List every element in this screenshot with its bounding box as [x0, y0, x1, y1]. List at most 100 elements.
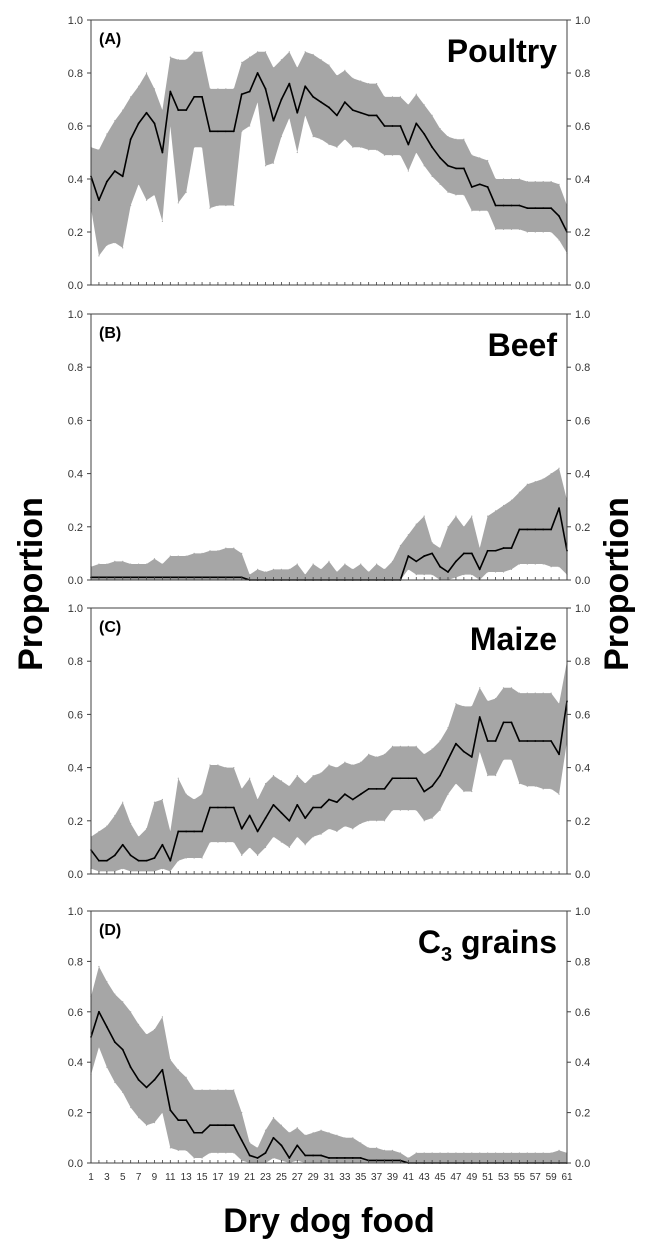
- upper-point: [510, 1152, 513, 1154]
- mean-point: [209, 806, 211, 809]
- y-tick-label-right: 1.0: [575, 15, 590, 27]
- mean-point: [264, 817, 267, 820]
- lower-point: [502, 228, 505, 230]
- upper-point: [106, 980, 108, 983]
- mean-point: [367, 114, 370, 117]
- upper-point: [558, 703, 560, 705]
- mean-point: [558, 507, 560, 510]
- upper-point: [114, 120, 116, 122]
- panel-2: 0.0 0.0 0.2 0.2 0.4 0.4 0.6 0.6 0.8 0.8 1.0 1.0 (B) B…: [68, 309, 591, 587]
- upper-point: [550, 1152, 552, 1154]
- mean-point: [224, 806, 227, 809]
- mean-point: [256, 72, 259, 74]
- lower-point: [296, 151, 298, 154]
- upper-point: [249, 56, 251, 58]
- upper-point: [383, 568, 386, 570]
- y-tick-label-right: 0.2: [575, 227, 590, 239]
- y-tick-label-right: 0.0: [575, 280, 590, 292]
- x-tick-label: 61: [561, 1172, 573, 1183]
- mean-point: [121, 843, 124, 846]
- y-tick-label-left: 0.4: [68, 1057, 83, 1069]
- mean-point: [359, 1157, 362, 1159]
- lower-point: [376, 820, 378, 822]
- mean-point: [462, 750, 465, 753]
- mean-point: [558, 215, 560, 218]
- lower-point: [280, 841, 282, 843]
- y-tick-label-left: 1.0: [68, 603, 83, 615]
- lower-point: [328, 143, 330, 146]
- y-tick-label-left: 0.8: [68, 656, 83, 668]
- panel-title-rest: grains: [452, 924, 557, 960]
- mean-point: [217, 1124, 219, 1127]
- upper-point: [487, 159, 489, 162]
- x-tick-label: 49: [466, 1172, 478, 1183]
- lower-point: [487, 571, 489, 573]
- mean-point: [343, 101, 346, 104]
- y-tick-label-right: 0.4: [575, 469, 590, 481]
- x-tick-label: 27: [292, 1172, 304, 1183]
- mean-point: [177, 830, 180, 833]
- x-tick-label: 41: [403, 1172, 415, 1183]
- mean-point: [383, 125, 386, 127]
- mean-point: [113, 170, 116, 172]
- upper-point: [106, 563, 108, 565]
- lower-point: [336, 830, 338, 833]
- y-tick-label-right: 0.6: [575, 121, 590, 133]
- lower-point: [487, 210, 489, 212]
- lower-point: [272, 162, 275, 164]
- mean-point: [518, 740, 521, 742]
- panel-title: Poultry: [447, 33, 557, 69]
- lower-point: [122, 1091, 124, 1094]
- mean-point: [447, 758, 449, 761]
- x-tick-label: 59: [546, 1172, 558, 1183]
- upper-point: [502, 178, 505, 180]
- upper-point: [463, 138, 465, 140]
- lower-point: [233, 841, 235, 843]
- x-tick-label: 25: [276, 1172, 288, 1183]
- mean-point: [296, 1144, 299, 1147]
- lower-point: [542, 788, 544, 790]
- mean-point: [328, 1157, 330, 1159]
- upper-point: [225, 1089, 227, 1091]
- upper-point: [257, 798, 259, 801]
- upper-point: [344, 563, 346, 565]
- upper-point: [407, 104, 409, 106]
- y-tick-label-right: 0.6: [575, 415, 590, 427]
- mean-point: [232, 130, 235, 133]
- lower-point: [463, 574, 465, 576]
- upper-point: [257, 568, 259, 570]
- upper-point: [201, 51, 203, 53]
- mean-point: [145, 1086, 148, 1089]
- y-tick-label-right: 1.0: [575, 603, 590, 615]
- y-tick-label-left: 0.0: [68, 280, 83, 292]
- upper-point: [233, 88, 235, 90]
- mean-point: [407, 777, 410, 780]
- mean-point: [439, 774, 441, 777]
- upper-point: [241, 1112, 243, 1114]
- upper-point: [217, 1089, 219, 1091]
- mean-point: [534, 528, 537, 531]
- upper-point: [518, 178, 521, 180]
- upper-point: [368, 83, 370, 85]
- upper-point: [439, 128, 441, 130]
- mean-point: [312, 95, 315, 98]
- y-tick-label-right: 0.6: [575, 709, 590, 721]
- mean-point: [455, 742, 457, 745]
- y-tick-label-right: 0.4: [575, 763, 590, 775]
- lower-point: [209, 841, 211, 843]
- lower-point: [407, 809, 409, 811]
- upper-point: [130, 822, 132, 825]
- mean-point: [185, 830, 188, 833]
- mean-point: [351, 798, 354, 801]
- y-tick-label-left: 0.2: [68, 227, 83, 239]
- lower-point: [185, 857, 187, 859]
- lower-point: [145, 1124, 148, 1126]
- upper-point: [407, 1157, 409, 1159]
- mean-point: [336, 114, 338, 117]
- lower-point: [415, 809, 417, 811]
- lower-point: [383, 154, 386, 156]
- upper-point: [495, 697, 497, 700]
- mean-point: [359, 793, 362, 796]
- lower-point: [98, 1046, 100, 1048]
- mean-point: [439, 565, 441, 568]
